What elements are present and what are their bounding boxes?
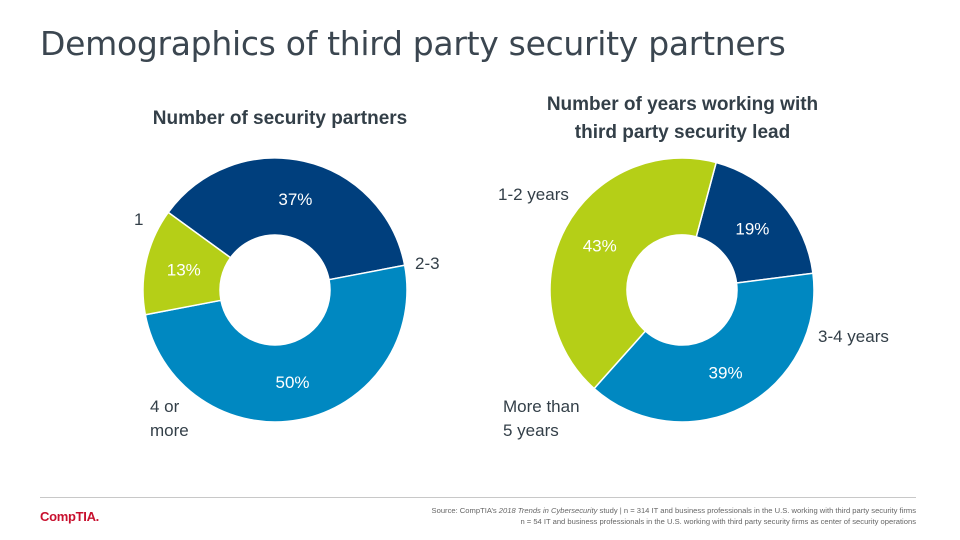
chart2-category-label-3-4-years: 3-4 years (818, 327, 889, 346)
chart2-data-label-more-than-5-years: 43% (583, 237, 617, 256)
chart2-data-label-3-4-years: 39% (709, 364, 743, 383)
chart1-data-label-2-3: 50% (276, 373, 310, 392)
chart2-slice-1-2-years (695, 161, 814, 284)
chart2-title-line1: Number of years working with (546, 94, 819, 115)
chart2-slice-more-than-5-years (549, 157, 718, 390)
chart2-category-label-more-than-5-years: More than 5 years (503, 397, 580, 440)
slide-title: Demographics of third party security par… (40, 24, 786, 63)
source-line-2: n = 54 IT and business professionals in … (520, 517, 916, 526)
source-line-1: Source: CompTIA’s 2018 Trends in Cyberse… (431, 506, 916, 515)
chart1-category-label-1: 1 (134, 210, 144, 229)
chart2-title: Number of years working with third party… (505, 91, 860, 147)
chart2-category-label-1-2-years: 1-2 years (498, 185, 569, 204)
chart1-title: Number of security partners (152, 108, 408, 129)
chart1-data-label-4-or-more: 13% (167, 261, 201, 280)
chart1-slice-2-3 (144, 264, 408, 423)
chart1-category-label-2-3: 2-3 (415, 254, 440, 273)
chart1-slice-1 (167, 157, 406, 281)
chart1-category-label-4-or-more: 4 or more (150, 397, 189, 440)
chart1-data-label-1: 37% (278, 190, 312, 209)
source-note: Source: CompTIA’s 2018 Trends in Cyberse… (276, 505, 916, 527)
chart1-slice-4-or-more (142, 211, 232, 316)
footer-divider (40, 497, 916, 498)
chart2-data-label-1-2-years: 19% (735, 219, 769, 238)
comptia-logo: CompTIA. (40, 509, 99, 524)
chart2-title-line2: third party security lead (574, 122, 791, 143)
chart2-slice-3-4-years (593, 272, 815, 423)
